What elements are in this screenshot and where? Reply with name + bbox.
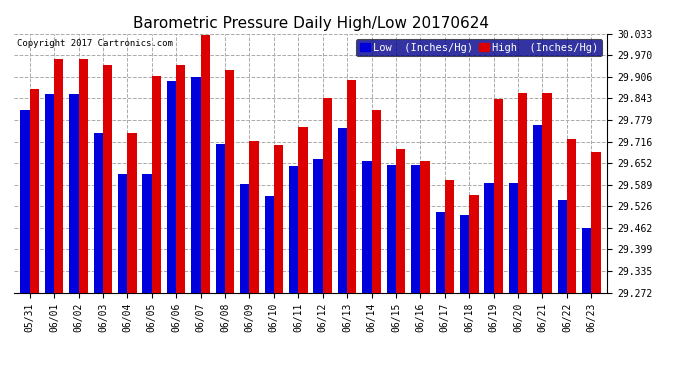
- Bar: [45, 94, 54, 292]
- Bar: [128, 134, 137, 292]
- Bar: [509, 183, 518, 292]
- Bar: [411, 165, 420, 292]
- Bar: [493, 99, 503, 292]
- Bar: [152, 76, 161, 292]
- Title: Barometric Pressure Daily High/Low 20170624: Barometric Pressure Daily High/Low 20170…: [132, 16, 489, 31]
- Bar: [420, 160, 430, 292]
- Bar: [69, 94, 79, 292]
- Bar: [216, 144, 225, 292]
- Bar: [469, 195, 478, 292]
- Bar: [396, 148, 405, 292]
- Bar: [518, 93, 527, 292]
- Bar: [484, 183, 493, 292]
- Bar: [558, 200, 567, 292]
- Bar: [533, 125, 542, 292]
- Bar: [542, 93, 552, 292]
- Bar: [21, 110, 30, 292]
- Bar: [79, 58, 88, 292]
- Bar: [386, 165, 396, 292]
- Bar: [30, 89, 39, 292]
- Text: Copyright 2017 Cartronics.com: Copyright 2017 Cartronics.com: [17, 39, 172, 48]
- Bar: [250, 141, 259, 292]
- Bar: [225, 70, 235, 292]
- Bar: [323, 98, 332, 292]
- Bar: [274, 145, 283, 292]
- Bar: [371, 110, 381, 292]
- Bar: [201, 36, 210, 292]
- Bar: [54, 58, 63, 292]
- Bar: [460, 215, 469, 292]
- Bar: [313, 159, 323, 292]
- Bar: [289, 166, 298, 292]
- Bar: [298, 127, 308, 292]
- Bar: [445, 180, 454, 292]
- Bar: [143, 174, 152, 292]
- Bar: [582, 228, 591, 292]
- Bar: [176, 65, 186, 292]
- Bar: [567, 140, 576, 292]
- Bar: [591, 152, 600, 292]
- Bar: [103, 65, 112, 292]
- Bar: [240, 184, 250, 292]
- Bar: [362, 161, 371, 292]
- Bar: [167, 81, 176, 292]
- Bar: [191, 77, 201, 292]
- Bar: [94, 134, 103, 292]
- Bar: [118, 174, 128, 292]
- Bar: [338, 128, 347, 292]
- Legend: Low  (Inches/Hg), High  (Inches/Hg): Low (Inches/Hg), High (Inches/Hg): [356, 39, 602, 56]
- Bar: [435, 211, 445, 292]
- Bar: [347, 80, 357, 292]
- Bar: [264, 196, 274, 292]
